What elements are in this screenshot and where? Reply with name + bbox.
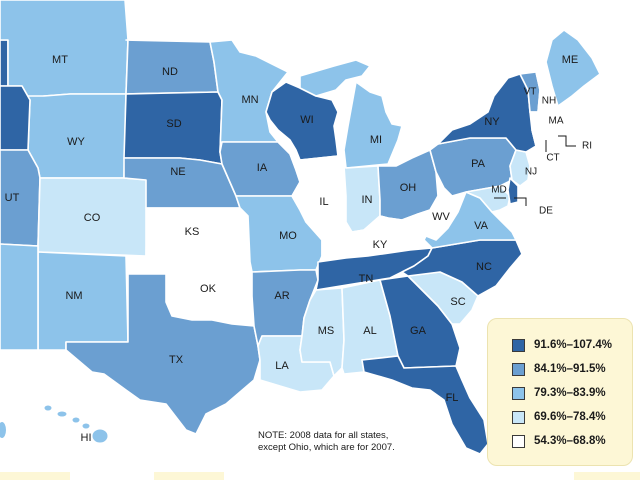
legend-label: 91.6%–107.4% xyxy=(534,339,613,351)
data-note: NOTE: 2008 data for all states, except O… xyxy=(258,430,448,454)
state-shape-MI xyxy=(299,59,371,97)
label-VA: VA xyxy=(474,220,489,232)
label-KY: KY xyxy=(373,239,388,251)
label-FL: FL xyxy=(446,392,459,404)
label-WV: WV xyxy=(432,211,450,223)
legend: 91.6%–107.4% 84.1%–91.5% 79.3%–83.9% 69.… xyxy=(487,318,633,466)
label-MN: MN xyxy=(241,94,258,106)
state-shape-NC xyxy=(401,239,523,297)
state-shape-AZ xyxy=(0,243,39,351)
label-NJ: NJ xyxy=(525,167,537,178)
label-AR: AR xyxy=(274,290,289,302)
state-shape-HI-3 xyxy=(71,416,81,424)
label-UT: UT xyxy=(5,192,20,204)
legend-item-tier5: 91.6%–107.4% xyxy=(512,337,612,353)
hawaii-islands xyxy=(43,404,109,444)
legend-label: 84.1%–91.5% xyxy=(534,363,606,375)
state-shape-MT xyxy=(0,0,129,101)
state-shape-CT xyxy=(531,127,553,147)
state-shape-RI xyxy=(549,127,559,143)
footer-band-mid xyxy=(154,472,224,480)
legend-label: 79.3%–83.9% xyxy=(534,387,606,399)
label-NH: NH xyxy=(542,96,556,107)
note-line-2: except Ohio, which are for 2007. xyxy=(258,442,395,453)
state-shape-NM xyxy=(37,251,129,351)
label-CO: CO xyxy=(84,212,101,224)
label-SC: SC xyxy=(450,296,465,308)
state-shape-NV-edge xyxy=(0,39,9,87)
footer-band-left xyxy=(0,472,70,480)
legend-item-tier3: 79.3%–83.9% xyxy=(512,385,606,401)
label-NC: NC xyxy=(476,261,492,273)
note-line-1: NOTE: 2008 data for all states, xyxy=(258,430,389,441)
label-VT: VT xyxy=(524,87,537,98)
label-GA: GA xyxy=(410,325,427,337)
legend-swatch xyxy=(512,410,525,424)
alaska-edge xyxy=(0,422,6,438)
state-shape-HI-1 xyxy=(43,404,53,412)
label-MI: MI xyxy=(370,134,382,146)
label-DE: DE xyxy=(539,206,553,217)
state-shape-HI-5 xyxy=(91,428,109,444)
legend-swatch xyxy=(512,386,525,400)
label-PA: PA xyxy=(471,158,486,170)
state-shape-ID xyxy=(0,85,31,151)
label-NE: NE xyxy=(170,166,185,178)
label-IA: IA xyxy=(257,162,268,174)
label-TN: TN xyxy=(359,273,374,285)
label-ND: ND xyxy=(162,66,178,78)
label-HI: HI xyxy=(81,432,92,444)
legend-label: 54.3%–68.8% xyxy=(534,435,606,447)
legend-item-tier1: 54.3%–68.8% xyxy=(512,433,606,449)
label-AL: AL xyxy=(363,325,376,337)
label-SD: SD xyxy=(166,118,181,130)
label-OH: OH xyxy=(400,182,417,194)
state-shape-TX xyxy=(65,273,261,435)
label-MA: MA xyxy=(549,116,564,127)
label-OK: OK xyxy=(200,283,217,295)
label-NY: NY xyxy=(484,116,500,128)
label-MS: MS xyxy=(318,325,335,337)
legend-swatch xyxy=(512,338,525,352)
callout-lines xyxy=(494,135,576,206)
state-shape-MI-lower xyxy=(343,81,403,169)
state-shape-ME xyxy=(545,29,601,107)
label-WI: WI xyxy=(300,114,313,126)
label-RI: RI xyxy=(582,141,592,152)
legend-swatch xyxy=(512,434,525,448)
legend-item-tier2: 69.6%–78.4% xyxy=(512,409,606,425)
label-LA: LA xyxy=(275,360,289,372)
label-NM: NM xyxy=(65,290,82,302)
state-shape-MN xyxy=(209,39,289,153)
label-CT: CT xyxy=(546,153,559,164)
footer-band-right xyxy=(574,472,640,480)
callout-ri xyxy=(558,135,576,147)
state-labels: MT ND MN WY SD WI MI UT CO NE IA IL IN O… xyxy=(5,54,592,444)
legend-item-tier4: 84.1%–91.5% xyxy=(512,361,606,377)
label-ME: ME xyxy=(562,54,579,66)
label-MT: MT xyxy=(52,54,68,66)
label-MO: MO xyxy=(279,230,297,242)
state-shape-HI-4 xyxy=(81,422,91,430)
legend-label: 69.6%–78.4% xyxy=(534,411,606,423)
state-shape-HI-2 xyxy=(56,410,68,418)
label-IN: IN xyxy=(362,194,373,206)
label-IL: IL xyxy=(319,196,328,208)
callout-de xyxy=(514,197,527,206)
label-WY: WY xyxy=(67,136,85,148)
label-KS: KS xyxy=(185,226,200,238)
state-shape-FL xyxy=(361,355,489,455)
state-shape-NJ xyxy=(509,149,531,187)
state-shape-MD xyxy=(465,185,511,213)
label-TX: TX xyxy=(169,354,184,366)
label-MD: MD xyxy=(491,185,507,196)
legend-swatch xyxy=(512,362,525,376)
